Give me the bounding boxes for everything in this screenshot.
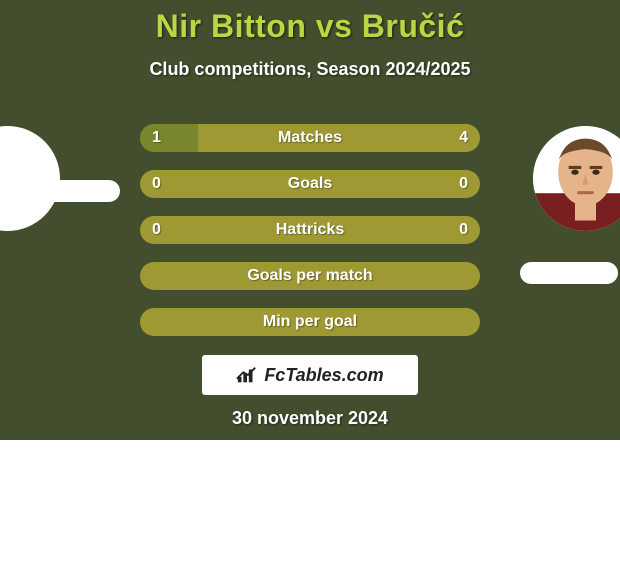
stat-row: Goals per match: [140, 262, 480, 290]
stat-value-left: 1: [152, 124, 161, 152]
player-left-avatar: [0, 126, 60, 231]
date-text: 30 november 2024: [0, 408, 620, 429]
player-right-name-pill: [520, 262, 618, 284]
comparison-panel: Nir Bitton vs Bručić Club competitions, …: [0, 0, 620, 440]
stat-label: Hattricks: [140, 216, 480, 244]
stat-label: Goals: [140, 170, 480, 198]
subtitle: Club competitions, Season 2024/2025: [0, 59, 620, 80]
player-right-avatar-image: [533, 126, 620, 231]
stat-value-right: 4: [459, 124, 468, 152]
stat-value-right: 0: [459, 216, 468, 244]
bar-chart-icon: [236, 365, 258, 385]
stat-row: Matches1 4: [140, 124, 480, 152]
stat-label: Matches: [140, 124, 480, 152]
watermark-text: FcTables.com: [264, 365, 383, 386]
stat-bars: Matches14Goals00Hattricks00Goals per mat…: [140, 124, 480, 354]
stat-value-right: 0: [459, 170, 468, 198]
stat-row: Hattricks0 0: [140, 216, 480, 244]
player-left-name-pill: [20, 180, 120, 202]
watermark: FcTables.com: [202, 355, 418, 395]
stat-row: Goals0 0: [140, 170, 480, 198]
page-title: Nir Bitton vs Bručić: [0, 0, 620, 45]
stat-label: Min per goal: [140, 308, 480, 336]
stat-row: Min per goal: [140, 308, 480, 336]
stat-label: Goals per match: [140, 262, 480, 290]
player-right-avatar: [533, 126, 620, 231]
stat-value-left: 0: [152, 216, 161, 244]
stat-value-left: 0: [152, 170, 161, 198]
